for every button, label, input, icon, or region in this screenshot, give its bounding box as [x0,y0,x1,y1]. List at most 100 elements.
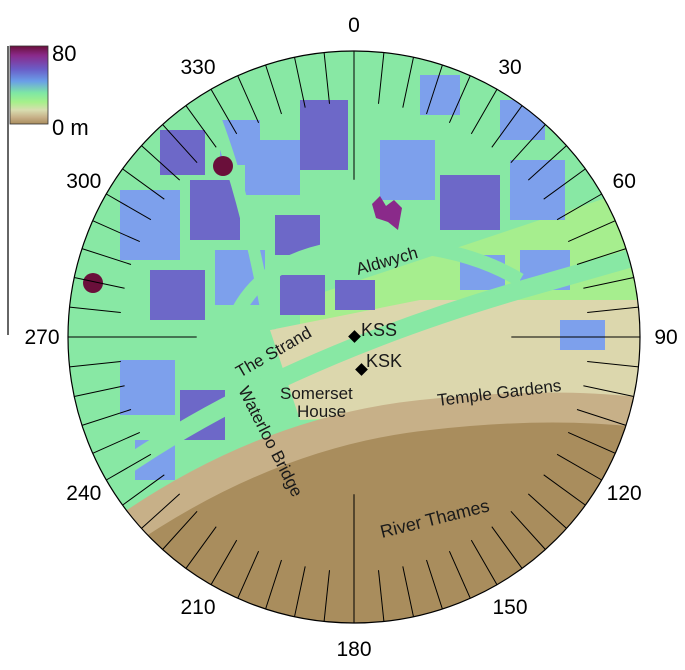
direction-label-150: 150 [492,596,527,619]
footprint-circle-border [67,50,641,624]
sector-line [210,539,238,585]
sector-line [74,277,125,289]
tall-building-marker [83,273,103,293]
sector-line [210,89,238,135]
sector-line [122,168,165,200]
direction-label-0: 0 [348,14,360,37]
sector-line [81,409,132,426]
sector-line [448,75,471,124]
sector-line [162,124,198,164]
building-block [380,140,435,200]
sector-line [448,550,471,599]
direction-label-180: 180 [336,638,371,661]
direction-label-60: 60 [613,170,636,193]
sector-line [567,431,616,454]
sector-line [106,453,152,481]
somerset-label-line1: Somerset [280,384,353,403]
sector-line [323,570,330,622]
legend-min-label: 0 m [52,115,89,140]
legend-colorbar [9,45,49,125]
sector-line [92,220,141,243]
building-block [560,320,605,350]
sector-line [491,105,523,148]
sector-line [378,52,385,104]
building-block [190,180,240,240]
sector-line [122,474,165,506]
sector-line [510,124,546,164]
ksk-site-marker [355,363,368,376]
sector-line [583,277,634,289]
map-disc [68,51,640,623]
building-block [120,190,180,260]
sector-line [141,493,181,529]
sector-line [543,474,586,506]
sector-line [470,89,498,135]
tall-building-cluster [372,196,402,230]
sector-line [567,220,616,243]
aldwych-road [223,237,524,333]
sector-line [237,550,260,599]
sector-line [92,431,141,454]
legend-max-label: 80 [52,41,76,66]
sector-line [543,168,586,200]
sector-line [402,566,414,617]
sector-line [323,52,330,104]
building-block [120,360,175,415]
sector-line [510,510,546,550]
building-block [420,75,460,115]
direction-labels: 0 30 60 90 120 150 180 210 240 270 300 330 [24,14,677,661]
sector-line [576,409,627,426]
kss-site-label: KSS [361,320,397,340]
sector-line [185,105,217,148]
sector-line [556,453,602,481]
sector-line [265,559,282,610]
sector-line [141,145,181,181]
sector-line [294,57,306,108]
sector-line [69,306,121,313]
direction-label-90: 90 [654,326,677,349]
direction-label-30: 30 [498,56,521,79]
ksk-site-label: KSK [366,351,402,371]
sector-line [402,57,414,108]
direction-label-120: 120 [607,482,642,505]
sector-line [106,193,152,221]
sector-line [81,248,132,265]
direction-label-210: 210 [180,596,215,619]
sector-line [576,248,627,265]
sector-line [470,539,498,585]
sector-line [237,75,260,124]
building-block [280,275,325,315]
kss-site-marker [348,330,361,343]
sector-line [426,559,443,610]
building-block [440,175,500,230]
sector-line [583,385,634,397]
sector-line [378,570,385,622]
sector-line [69,361,121,368]
sector-line [74,385,125,397]
height-legend: 80 0 m [7,41,89,335]
somerset-label-line2: House [297,402,346,421]
sector-line [527,493,567,529]
sector-line [491,526,523,569]
sector-line [556,193,602,221]
sector-line [265,64,282,115]
sector-line [426,64,443,115]
direction-label-300: 300 [66,170,101,193]
sector-lines [68,51,640,623]
building-block [300,100,348,170]
sector-line [587,306,639,313]
measurement-sites: KSS KSK [348,320,402,376]
sector-line [527,145,567,181]
strand-road [114,241,640,478]
sector-line [294,566,306,617]
sector-line [185,526,217,569]
sector-line [587,361,639,368]
direction-label-270: 270 [24,326,59,349]
building-block [335,280,375,310]
building-block [150,270,205,320]
tall-building-marker [213,156,233,176]
direction-label-330: 330 [180,56,215,79]
sector-line [162,510,198,550]
